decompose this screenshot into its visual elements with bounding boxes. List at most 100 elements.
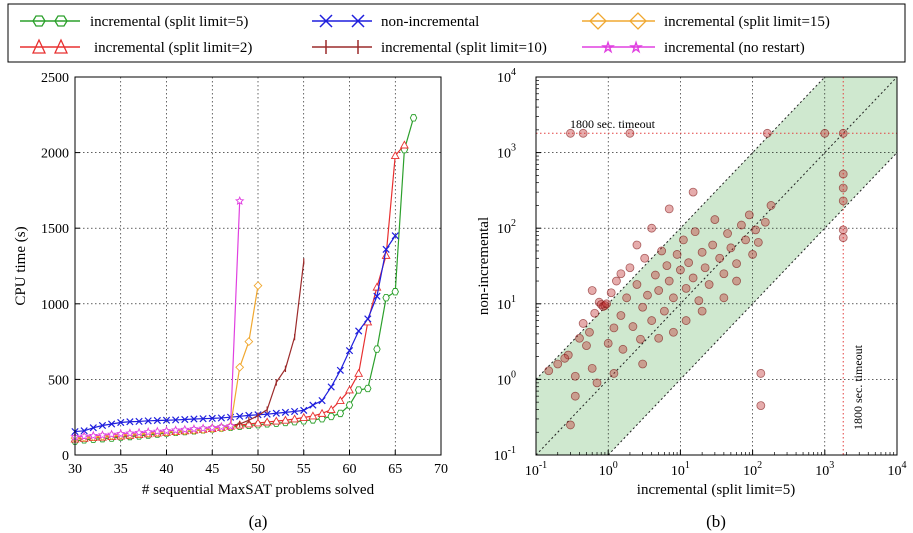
data-point xyxy=(335,395,345,404)
x-tick-label: 100 xyxy=(599,460,618,479)
data-point xyxy=(628,322,638,331)
data-point xyxy=(678,235,688,245)
data-point xyxy=(208,414,216,423)
data-point xyxy=(89,424,97,432)
data-point xyxy=(664,276,674,286)
data-point xyxy=(688,273,698,283)
data-point xyxy=(345,385,354,394)
data-point xyxy=(97,430,108,440)
data-point xyxy=(690,227,700,237)
data-point xyxy=(390,150,400,160)
data-point xyxy=(659,306,669,316)
data-point xyxy=(625,263,635,273)
data-point xyxy=(704,280,714,289)
data-point xyxy=(669,293,678,303)
data-point xyxy=(299,412,309,421)
data-point xyxy=(345,347,354,355)
x-tick-label: 102 xyxy=(743,460,762,479)
y-tick-label: 101 xyxy=(497,294,516,313)
series-line xyxy=(74,200,241,438)
data-point xyxy=(654,286,664,295)
data-point xyxy=(355,327,363,335)
data-point xyxy=(326,405,336,414)
data-point xyxy=(560,353,570,363)
data-point xyxy=(732,259,741,269)
data-point xyxy=(172,416,180,424)
data-point xyxy=(719,293,729,303)
data-point xyxy=(162,416,171,424)
data-point xyxy=(216,421,227,431)
diagonal-line xyxy=(535,76,826,380)
chart-b: 10-1 10-1 100 100 101 101 102 102 103 103 104 104 1… xyxy=(476,67,907,531)
data-point xyxy=(280,415,290,424)
data-point xyxy=(622,293,632,303)
data-point xyxy=(391,232,399,240)
data-point xyxy=(126,418,134,426)
data-point xyxy=(399,140,409,149)
data-point xyxy=(640,253,650,263)
data-point xyxy=(318,396,326,405)
data-point xyxy=(152,426,163,436)
data-point xyxy=(625,128,635,138)
data-point xyxy=(373,292,381,300)
y-tick-label: 100 xyxy=(497,369,516,388)
y-tick-label: 104 xyxy=(497,67,516,86)
series-incremental-split-limit-2- xyxy=(70,140,409,443)
svg-text:☆: ☆ xyxy=(602,41,615,56)
data-point xyxy=(726,243,736,253)
caption-b: (b) xyxy=(706,512,726,531)
data-point xyxy=(80,427,88,435)
x-tick-label: 55 xyxy=(297,462,311,477)
data-point xyxy=(244,419,254,428)
series-incremental-split-limit-5- xyxy=(71,114,418,445)
data-point xyxy=(820,128,830,138)
svg-text:☆: ☆ xyxy=(630,41,643,56)
data-point xyxy=(144,417,152,425)
data-point xyxy=(609,323,619,333)
data-point xyxy=(235,362,245,372)
series-non-incremental xyxy=(71,232,399,436)
y-tick-label: 103 xyxy=(497,143,516,162)
data-point xyxy=(161,425,172,435)
data-point xyxy=(236,412,244,420)
data-point xyxy=(566,420,575,430)
series-line xyxy=(74,235,396,433)
x-axis-label-a: # sequential MaxSAT problems solved xyxy=(142,482,375,498)
data-point xyxy=(676,265,685,275)
data-point xyxy=(756,369,766,378)
data-point xyxy=(336,366,344,374)
caption-a: (a) xyxy=(249,512,268,531)
data-point xyxy=(654,333,664,343)
data-point xyxy=(647,223,657,233)
data-point xyxy=(234,196,245,206)
data-point xyxy=(688,187,698,197)
data-point xyxy=(245,411,253,420)
x-axis-label-b: incremental (split limit=5) xyxy=(637,482,795,498)
data-point xyxy=(632,240,642,250)
diagonal-line xyxy=(607,152,898,456)
data-point xyxy=(838,169,848,179)
timeout-annotation-h: 1800 sec. timeout xyxy=(570,117,656,131)
legend-label: incremental (split limit=2) xyxy=(94,40,252,56)
series-incremental-no-restart- xyxy=(70,196,245,441)
data-point xyxy=(838,128,848,138)
data-point xyxy=(308,411,318,420)
data-point xyxy=(290,407,299,416)
x-tick-label: 40 xyxy=(160,462,174,477)
data-point xyxy=(281,408,290,416)
data-point xyxy=(135,417,143,426)
data-point xyxy=(566,128,575,138)
data-point xyxy=(662,261,672,271)
data-point xyxy=(760,217,770,227)
y-axis-label-a: CPU time (s) xyxy=(13,226,29,305)
data-point xyxy=(364,315,372,323)
data-point xyxy=(766,201,776,210)
data-point xyxy=(647,316,657,325)
data-point xyxy=(409,114,418,122)
data-point xyxy=(669,327,678,337)
data-point xyxy=(697,306,707,316)
data-point xyxy=(382,245,390,253)
data-point xyxy=(603,338,613,348)
data-point xyxy=(309,401,317,409)
